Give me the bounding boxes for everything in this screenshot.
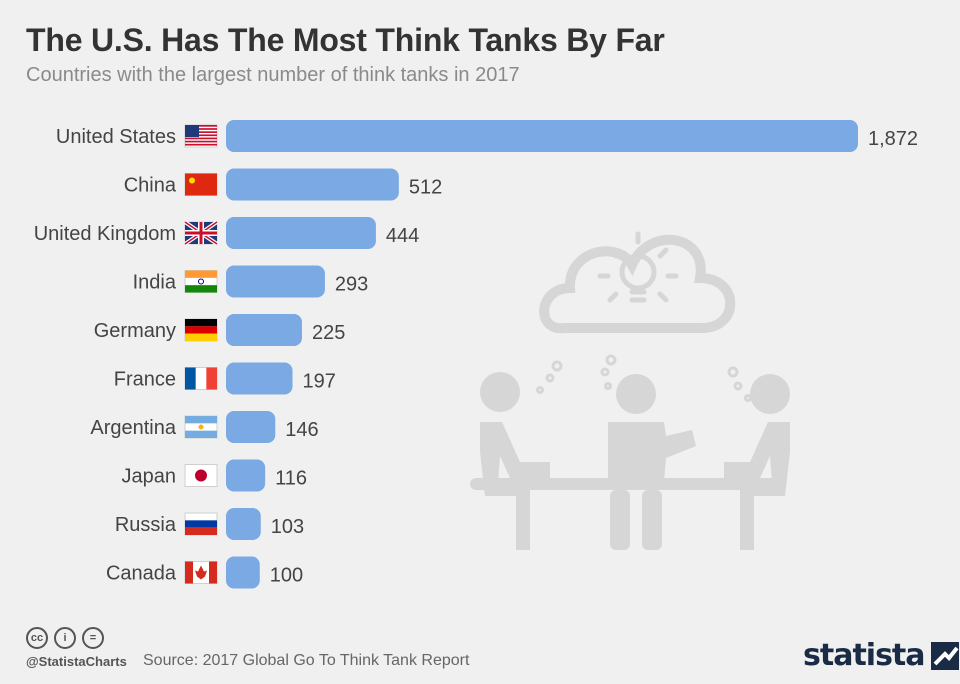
bar-chart: United States 1,872 China 512 United Kingdom… <box>34 120 918 589</box>
category-label: Germany <box>94 320 176 342</box>
china-flag-icon <box>184 173 218 196</box>
value-label: 444 <box>386 225 419 247</box>
value-label: 146 <box>285 419 318 441</box>
license-icons: cc i = <box>26 627 104 649</box>
value-label: 512 <box>409 177 442 199</box>
people-table-icon <box>470 372 790 550</box>
canada-flag-icon <box>184 561 218 584</box>
bar-row: Canada 100 <box>106 556 303 589</box>
by-icon: i <box>54 627 76 649</box>
think-tank-illustration <box>470 231 790 550</box>
bar <box>226 362 293 395</box>
category-label: Canada <box>106 563 177 585</box>
bar-row: Argentina 146 <box>90 411 319 443</box>
uk-flag-icon <box>183 220 219 246</box>
value-label: 225 <box>312 322 345 344</box>
us-flag-icon <box>184 124 218 148</box>
bar <box>226 168 399 201</box>
value-label: 100 <box>270 565 303 587</box>
bar <box>226 411 276 443</box>
thought-bubbles-icon <box>536 354 752 402</box>
bar-row: France 197 <box>114 362 336 395</box>
bar <box>226 314 302 346</box>
value-label: 103 <box>271 516 304 538</box>
statista-wordmark: statista <box>803 638 926 673</box>
value-label: 116 <box>275 468 307 490</box>
germany-flag-icon <box>184 318 218 342</box>
value-label: 293 <box>335 274 368 296</box>
russia-flag-icon <box>184 512 218 536</box>
lightbulb-icon <box>597 231 679 303</box>
bar-row: India 293 <box>133 265 368 298</box>
chart-title: The U.S. Has The Most Think Tanks By Far <box>26 22 665 58</box>
bar <box>226 217 376 249</box>
bar <box>226 556 260 589</box>
category-label: United States <box>56 126 176 148</box>
nd-icon: = <box>82 627 104 649</box>
japan-flag-icon <box>184 464 218 487</box>
category-label: India <box>133 272 177 294</box>
category-label: Argentina <box>90 417 176 439</box>
chart-subtitle: Countries with the largest number of thi… <box>26 64 520 86</box>
bar <box>226 120 858 152</box>
value-label: 197 <box>303 371 336 393</box>
category-label: Japan <box>122 466 177 488</box>
statista-mark-icon <box>930 641 959 670</box>
argentina-flag-icon <box>184 415 218 439</box>
france-flag-icon <box>184 367 218 390</box>
value-label: 1,872 <box>868 128 918 150</box>
category-label: Russia <box>115 514 177 536</box>
bar <box>226 508 261 540</box>
bar-row: China 512 <box>124 168 442 201</box>
category-label: China <box>124 175 177 197</box>
bar-row: United Kingdom 444 <box>34 217 419 249</box>
bar <box>226 459 266 492</box>
statista-logo[interactable]: statista <box>803 638 959 673</box>
bar-row: Russia 103 <box>115 508 304 540</box>
category-label: United Kingdom <box>34 223 176 245</box>
bar-row: Japan 116 <box>122 459 307 492</box>
category-label: France <box>114 369 176 391</box>
bar-row: Germany 225 <box>94 314 345 346</box>
bar <box>226 265 325 298</box>
cc-icon: cc <box>26 627 48 649</box>
bar-row: United States 1,872 <box>56 120 918 152</box>
india-flag-icon <box>184 270 218 293</box>
source-note: Source: 2017 Global Go To Think Tank Rep… <box>143 652 470 669</box>
twitter-handle[interactable]: @StatistaCharts <box>26 654 127 669</box>
